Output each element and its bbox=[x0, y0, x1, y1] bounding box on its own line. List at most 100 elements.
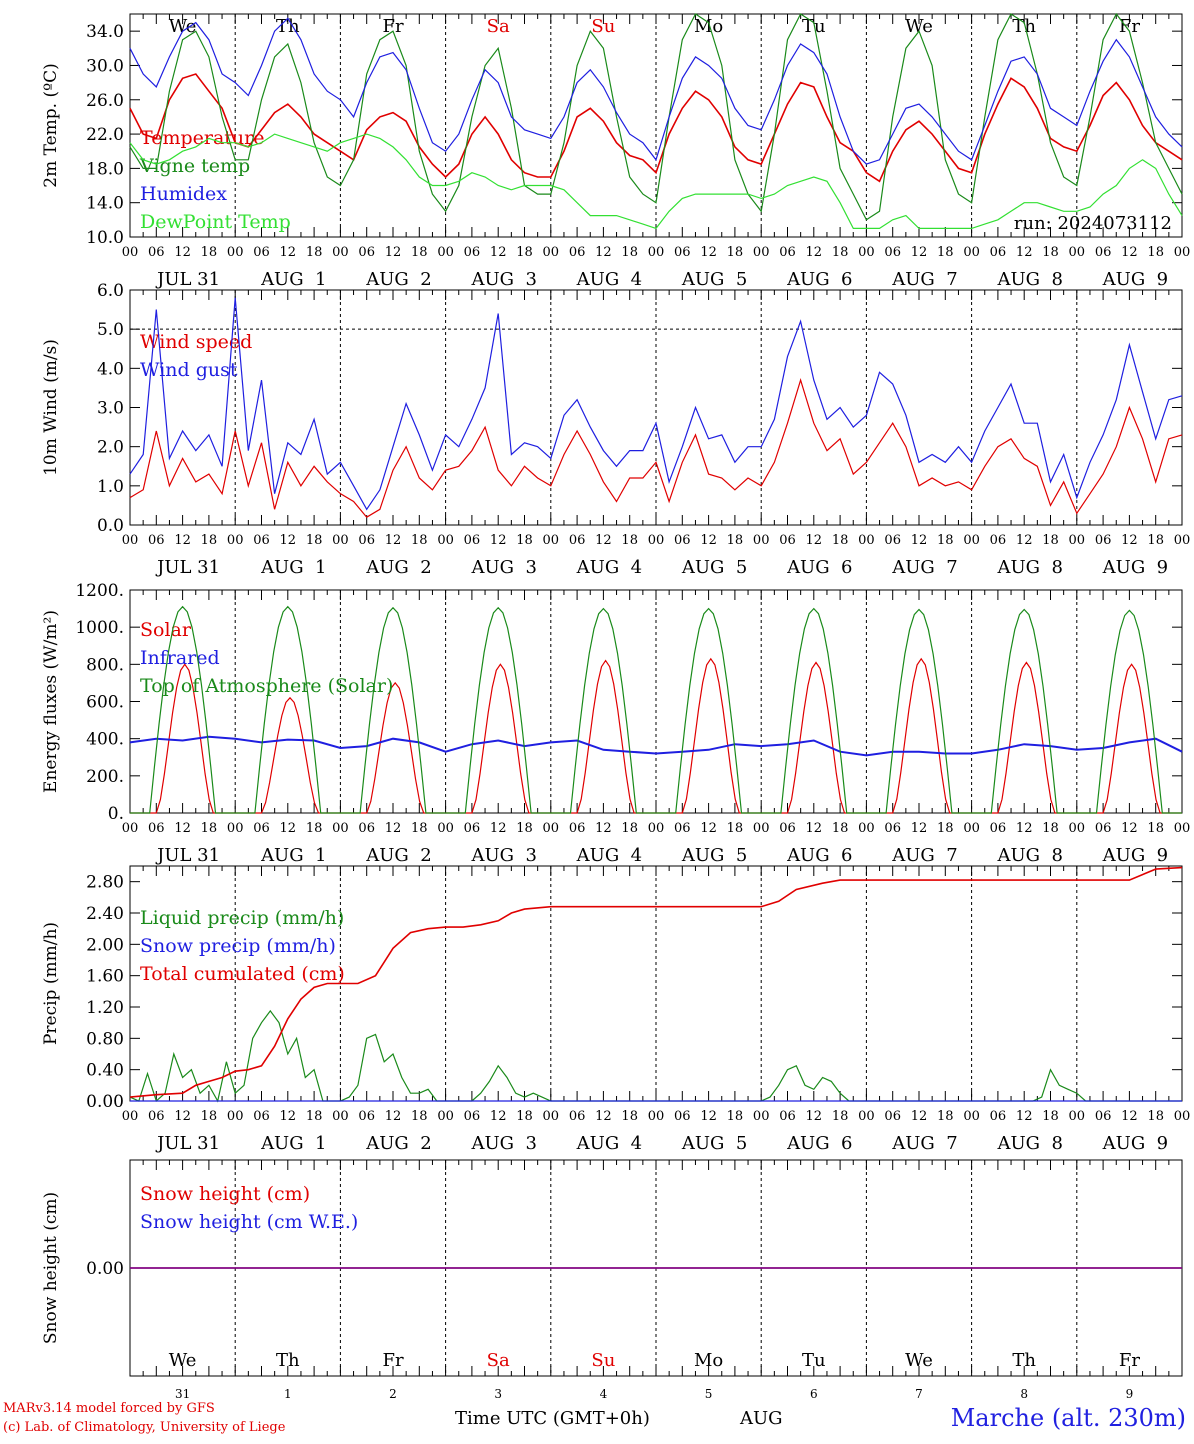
wind-hour-label: 12 bbox=[280, 533, 297, 548]
temperature-series-1-line bbox=[129, 12, 1183, 221]
wind-hour-label: 00 bbox=[227, 533, 244, 548]
energy-hour-label: 06 bbox=[779, 821, 796, 836]
temperature-hour-label: 00 bbox=[437, 245, 454, 260]
energy-ytick-label: 400. bbox=[86, 730, 124, 750]
precip-hour-label: 00 bbox=[543, 1109, 560, 1124]
temperature-hour-label: 12 bbox=[174, 245, 191, 260]
precip-hour-label: 00 bbox=[1069, 1109, 1086, 1124]
snow-day-number: 5 bbox=[705, 1387, 713, 1401]
wind-date-label: AUG 5 bbox=[681, 557, 747, 578]
precip-hour-label: 18 bbox=[937, 1109, 954, 1124]
temperature-ytick-label: 26.0 bbox=[86, 91, 124, 111]
temperature-series-3-line bbox=[129, 133, 1183, 230]
temperature-hour-label: 12 bbox=[806, 245, 823, 260]
precip-hour-label: 06 bbox=[464, 1109, 481, 1124]
wind-date-label: JUL 31 bbox=[155, 557, 220, 578]
wind-series-1-line bbox=[129, 297, 1183, 511]
energy-ytick-label: 800. bbox=[86, 655, 124, 675]
temperature-date-label: AUG 5 bbox=[681, 269, 747, 290]
energy-hour-label: 06 bbox=[1095, 821, 1112, 836]
energy-hour-label: 00 bbox=[122, 821, 139, 836]
temperature-ytick-label: 30.0 bbox=[86, 56, 124, 76]
energy-hour-label: 18 bbox=[516, 821, 533, 836]
wind-ytick-label: 1.0 bbox=[97, 477, 124, 497]
wind-date-label: AUG 7 bbox=[891, 557, 957, 578]
temperature-date-label: AUG 6 bbox=[786, 269, 852, 290]
precip-date-label: AUG 1 bbox=[260, 1133, 326, 1154]
temperature-hour-label: 00 bbox=[227, 245, 244, 260]
snow-weekday-label: Sa bbox=[487, 1350, 510, 1371]
precip-hour-label: 06 bbox=[253, 1109, 270, 1124]
energy-date-label: AUG 2 bbox=[365, 845, 431, 866]
energy-hour-label: 00 bbox=[437, 821, 454, 836]
energy-hour-label: 18 bbox=[306, 821, 323, 836]
snow-weekday-label: Tu bbox=[802, 1350, 826, 1371]
precip-ytick-label: 2.00 bbox=[86, 935, 124, 955]
temperature-hour-label: 18 bbox=[727, 245, 744, 260]
precip-date-label: AUG 2 bbox=[365, 1133, 431, 1154]
temperature-date-label: AUG 3 bbox=[470, 269, 536, 290]
energy-ytick-label: 1200. bbox=[75, 581, 124, 601]
temperature-weekday-label: Su bbox=[591, 16, 615, 37]
precip-date-label: AUG 9 bbox=[1102, 1133, 1168, 1154]
energy-hour-label: 00 bbox=[753, 821, 770, 836]
precip-series-2-line bbox=[129, 866, 1183, 1098]
energy-hour-label: 18 bbox=[1042, 821, 1059, 836]
energy-hour-label: 18 bbox=[621, 821, 638, 836]
temperature-hour-label: 06 bbox=[569, 245, 586, 260]
wind-hour-label: 06 bbox=[253, 533, 270, 548]
temperature-hour-label: 12 bbox=[911, 245, 928, 260]
energy-hour-label: 06 bbox=[990, 821, 1007, 836]
precip-hour-label: 18 bbox=[727, 1109, 744, 1124]
temperature-series-2-line bbox=[129, 17, 1183, 165]
snow-weekday-label: Fr bbox=[382, 1350, 403, 1371]
wind-legend-entry: Wind gust bbox=[140, 359, 238, 381]
energy-hour-label: 06 bbox=[674, 821, 691, 836]
temperature-date-label: AUG 4 bbox=[576, 269, 642, 290]
wind-hour-label: 00 bbox=[122, 533, 139, 548]
snow-ytick-label: 0.00 bbox=[86, 1259, 124, 1279]
temperature-weekday-label: Fr bbox=[382, 16, 403, 37]
energy-legend-entry: Solar bbox=[140, 619, 192, 641]
temperature-hour-label: 18 bbox=[306, 245, 323, 260]
precip-hour-label: 00 bbox=[753, 1109, 770, 1124]
temperature-hour-label: 00 bbox=[963, 245, 980, 260]
snow-weekday-label: We bbox=[169, 1350, 197, 1371]
temperature-hour-label: 18 bbox=[1147, 245, 1164, 260]
precip-ytick-label: 2.40 bbox=[86, 904, 124, 924]
temperature-hour-label: 00 bbox=[648, 245, 665, 260]
energy-hour-label: 00 bbox=[963, 821, 980, 836]
snow-day-number: 31 bbox=[175, 1387, 190, 1401]
temperature-hour-label: 06 bbox=[779, 245, 796, 260]
temperature-ytick-label: 18.0 bbox=[86, 159, 124, 179]
lab-credit: (c) Lab. of Climatology, University of L… bbox=[3, 1420, 286, 1435]
snow-day-number: 8 bbox=[1020, 1387, 1028, 1401]
temperature-ytick-label: 34.0 bbox=[86, 22, 124, 42]
wind-hour-label: 00 bbox=[543, 533, 560, 548]
snow-weekday-label: Th bbox=[1012, 1350, 1036, 1371]
precip-date-label: AUG 3 bbox=[470, 1133, 536, 1154]
energy-legend-entry: Infrared bbox=[140, 647, 220, 669]
precip-hour-label: 12 bbox=[1016, 1109, 1033, 1124]
snow-ylabel: Snow height (cm) bbox=[41, 1192, 61, 1344]
precip-hour-label: 18 bbox=[1147, 1109, 1164, 1124]
energy-date-label: AUG 4 bbox=[576, 845, 642, 866]
energy-hour-label: 12 bbox=[174, 821, 191, 836]
temperature-hour-label: 06 bbox=[253, 245, 270, 260]
wind-hour-label: 06 bbox=[569, 533, 586, 548]
wind-hour-label: 12 bbox=[1016, 533, 1033, 548]
energy-hour-label: 18 bbox=[937, 821, 954, 836]
wind-hour-label: 00 bbox=[648, 533, 665, 548]
energy-hour-label: 12 bbox=[806, 821, 823, 836]
wind-hour-label: 06 bbox=[884, 533, 901, 548]
energy-hour-label: 18 bbox=[201, 821, 218, 836]
energy-date-label: AUG 1 bbox=[260, 845, 326, 866]
snow-day-number: 2 bbox=[389, 1387, 397, 1401]
temperature-ylabel: 2m Temp. (ºC) bbox=[41, 63, 61, 188]
temperature-date-label: AUG 8 bbox=[996, 269, 1062, 290]
station-title: Marche (alt. 230m) bbox=[950, 1404, 1186, 1432]
energy-ytick-label: 0. bbox=[108, 804, 124, 824]
precip-hour-label: 12 bbox=[595, 1109, 612, 1124]
energy-hour-label: 00 bbox=[1069, 821, 1086, 836]
